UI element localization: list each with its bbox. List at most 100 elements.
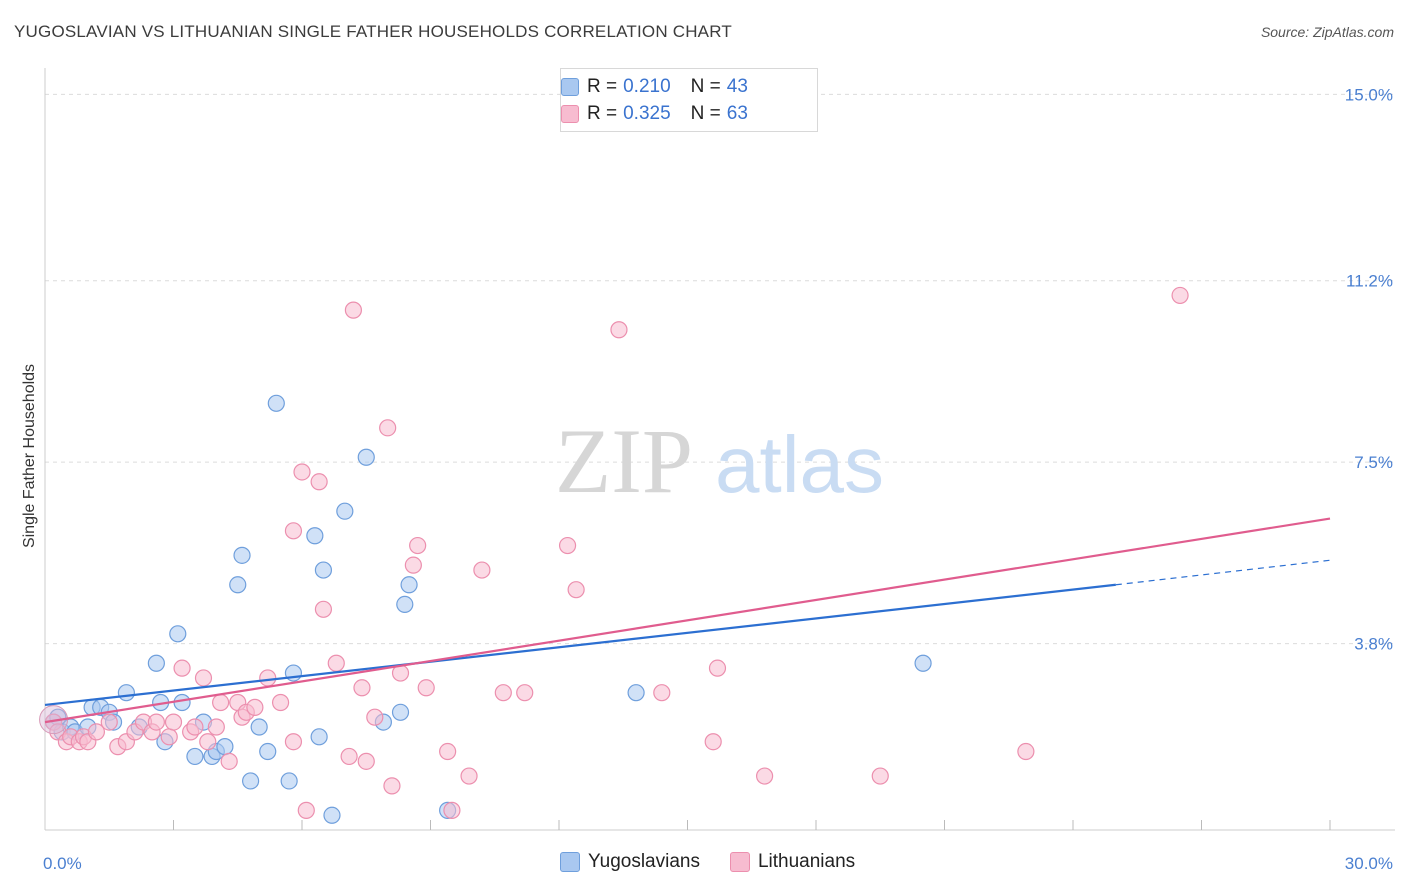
point-yugoslavians bbox=[323, 806, 341, 824]
trend-lines bbox=[44, 517, 1331, 724]
point-lithuanians bbox=[516, 684, 534, 702]
y-tick-label: 3.8% bbox=[1354, 635, 1393, 654]
point-yugoslavians bbox=[280, 772, 298, 790]
point-lithuanians bbox=[310, 473, 328, 491]
point-lithuanians bbox=[194, 669, 213, 687]
legend-swatch-yugoslavians bbox=[561, 78, 579, 96]
point-yugoslavians bbox=[259, 742, 277, 761]
point-lithuanians bbox=[704, 733, 722, 751]
point-lithuanians bbox=[1171, 286, 1189, 305]
point-lithuanians bbox=[755, 767, 774, 785]
point-lithuanians bbox=[100, 713, 118, 731]
point-lithuanians bbox=[404, 556, 422, 574]
series-legend: Yugoslavians Lithuanians bbox=[560, 851, 885, 873]
point-yugoslavians bbox=[310, 728, 328, 746]
y-tick-label: 11.2% bbox=[1346, 272, 1393, 291]
y-tick-label: 7.5% bbox=[1354, 453, 1393, 472]
point-yugoslavians bbox=[336, 502, 354, 520]
point-lithuanians bbox=[340, 747, 358, 766]
point-lithuanians bbox=[271, 693, 290, 712]
point-yugoslavians bbox=[267, 394, 285, 412]
legend-item-lithuanians[interactable]: Lithuanians bbox=[729, 851, 856, 873]
point-lithuanians bbox=[186, 718, 204, 736]
y-axis-label: Single Father Households bbox=[21, 364, 38, 548]
point-yugoslavians bbox=[216, 738, 234, 756]
point-lithuanians bbox=[147, 713, 165, 731]
x-tick-label: 0.0% bbox=[43, 854, 82, 873]
axes bbox=[44, 68, 1395, 831]
point-lithuanians bbox=[494, 684, 512, 702]
trend-line-yugoslavians bbox=[44, 583, 1116, 707]
tick-labels: 3.8% 7.5% 11.2% 15.0% 0.0% 30.0% bbox=[43, 85, 1393, 873]
point-lithuanians bbox=[653, 684, 671, 702]
point-lithuanians bbox=[366, 708, 384, 726]
point-yugoslavians bbox=[117, 684, 135, 702]
stats-legend-row-yugoslavians: R = 0.210 N = 43 bbox=[561, 75, 748, 99]
point-lithuanians bbox=[383, 777, 401, 795]
point-lithuanians bbox=[220, 752, 238, 770]
point-lithuanians bbox=[160, 728, 178, 746]
series-lithuanians bbox=[39, 286, 1189, 819]
watermark-atlas: atlas bbox=[715, 420, 884, 509]
source-label: Source: ZipAtlas.com bbox=[1260, 24, 1394, 40]
point-lithuanians bbox=[327, 654, 345, 672]
x-tick-label: 30.0% bbox=[1345, 854, 1393, 873]
stats-legend-row-lithuanians: R = 0.325 N = 63 bbox=[561, 102, 748, 126]
point-lithuanians bbox=[284, 522, 303, 540]
n-label: N = bbox=[690, 103, 721, 124]
y-tick-label: 15.0% bbox=[1345, 85, 1393, 104]
n-value: 63 bbox=[726, 103, 748, 124]
point-lithuanians bbox=[173, 659, 191, 677]
r-value: 0.210 bbox=[623, 76, 671, 97]
legend-item-yugoslavians[interactable]: Yugoslavians bbox=[560, 851, 700, 873]
point-lithuanians bbox=[284, 733, 303, 751]
legend-swatch-lithuanians bbox=[729, 852, 750, 872]
watermark: ZIP atlas bbox=[555, 410, 884, 512]
point-lithuanians bbox=[460, 767, 478, 785]
point-lithuanians bbox=[1017, 742, 1035, 761]
point-lithuanians bbox=[199, 733, 217, 751]
legend-swatch-yugoslavians bbox=[560, 852, 580, 872]
point-lithuanians bbox=[443, 801, 461, 819]
point-yugoslavians bbox=[400, 576, 418, 594]
point-lithuanians bbox=[439, 742, 457, 761]
point-lithuanians bbox=[379, 419, 397, 437]
point-lithuanians bbox=[353, 679, 371, 697]
chart-title: YUGOSLAVIAN VS LITHUANIAN SINGLE FATHER … bbox=[14, 22, 732, 41]
point-yugoslavians bbox=[357, 448, 375, 466]
point-lithuanians bbox=[409, 536, 427, 555]
point-lithuanians bbox=[314, 600, 333, 618]
point-lithuanians bbox=[259, 669, 277, 687]
r-value: 0.325 bbox=[623, 103, 671, 124]
point-yugoslavians bbox=[250, 718, 268, 736]
point-lithuanians bbox=[473, 561, 491, 579]
trend-line-lithuanians bbox=[44, 517, 1331, 724]
legend-swatch-lithuanians bbox=[561, 105, 579, 123]
point-lithuanians bbox=[567, 581, 585, 599]
point-lithuanians bbox=[871, 767, 889, 785]
point-yugoslavians bbox=[229, 576, 247, 594]
point-yugoslavians bbox=[169, 625, 187, 643]
legend-label-yugoslavians: Yugoslavians bbox=[588, 851, 700, 872]
point-lithuanians bbox=[357, 752, 375, 770]
point-lithuanians bbox=[293, 463, 311, 481]
point-lithuanians bbox=[344, 301, 362, 319]
n-value: 43 bbox=[726, 76, 748, 97]
point-yugoslavians bbox=[314, 561, 333, 579]
point-yugoslavians bbox=[186, 747, 204, 766]
point-yugoslavians bbox=[306, 527, 324, 545]
point-yugoslavians bbox=[242, 772, 260, 790]
watermark-zip: ZIP bbox=[555, 410, 693, 512]
point-lithuanians bbox=[207, 718, 225, 736]
point-lithuanians bbox=[417, 679, 435, 697]
point-lithuanians bbox=[297, 801, 315, 819]
legend-label-lithuanians: Lithuanians bbox=[757, 851, 856, 872]
point-yugoslavians bbox=[914, 654, 932, 672]
point-yugoslavians bbox=[391, 703, 410, 721]
point-lithuanians bbox=[87, 723, 106, 741]
r-label: R = bbox=[587, 103, 618, 124]
point-yugoslavians bbox=[173, 693, 191, 712]
point-lithuanians bbox=[212, 693, 230, 712]
point-lithuanians bbox=[558, 536, 577, 555]
